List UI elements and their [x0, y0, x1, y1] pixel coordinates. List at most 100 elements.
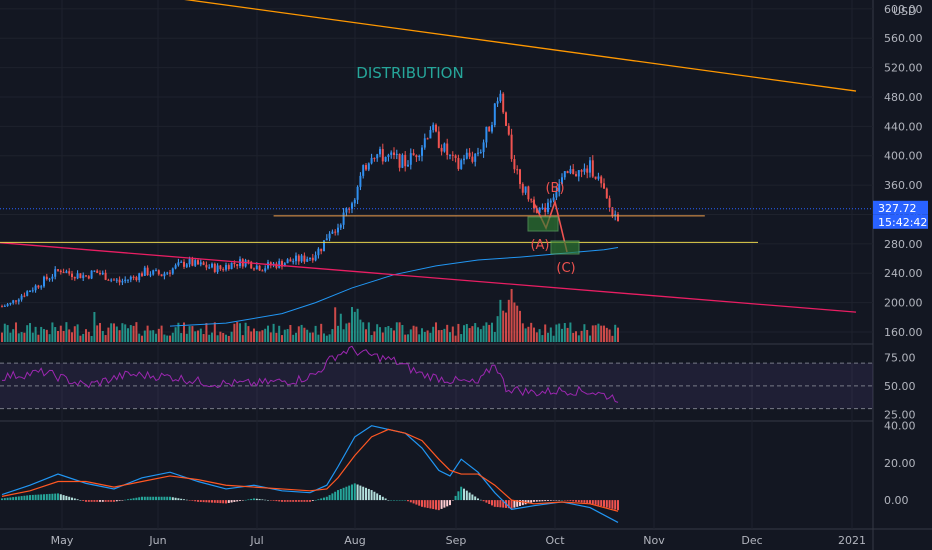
candle-body[interactable]	[230, 262, 233, 270]
candle-body[interactable]	[600, 176, 603, 184]
candle-body[interactable]	[395, 153, 398, 155]
candle-body[interactable]	[219, 265, 222, 270]
candle-body[interactable]	[572, 169, 575, 175]
candle-body[interactable]	[617, 214, 619, 221]
candles[interactable]	[1, 90, 619, 308]
candle-body[interactable]	[594, 176, 597, 179]
candle-body[interactable]	[468, 152, 471, 157]
candle-body[interactable]	[253, 268, 255, 270]
candle-body[interactable]	[437, 131, 440, 148]
candle-body[interactable]	[493, 103, 496, 126]
candle-body[interactable]	[451, 154, 454, 156]
candle-body[interactable]	[334, 231, 337, 233]
candle-body[interactable]	[12, 300, 15, 303]
candle-body[interactable]	[547, 202, 549, 212]
candle-body[interactable]	[90, 270, 93, 279]
candle-body[interactable]	[365, 165, 367, 170]
candle-body[interactable]	[43, 276, 45, 287]
candle-body[interactable]	[586, 168, 589, 173]
candle-body[interactable]	[463, 158, 465, 161]
candle-body[interactable]	[611, 207, 614, 217]
candle-body[interactable]	[183, 261, 185, 267]
candle-body[interactable]	[205, 264, 208, 268]
candle-body[interactable]	[443, 143, 446, 152]
target-box-a[interactable]	[527, 216, 559, 232]
candle-body[interactable]	[71, 273, 73, 278]
candle-body[interactable]	[407, 164, 409, 167]
candle-body[interactable]	[194, 260, 197, 266]
candle-body[interactable]	[488, 126, 491, 132]
candle-body[interactable]	[202, 262, 205, 265]
candle-body[interactable]	[82, 275, 85, 279]
candle-body[interactable]	[188, 259, 191, 265]
candle-body[interactable]	[107, 279, 110, 281]
candle-body[interactable]	[76, 273, 79, 279]
candle-body[interactable]	[110, 279, 113, 281]
candle-body[interactable]	[132, 276, 135, 278]
candle-body[interactable]	[541, 207, 544, 209]
candle-body[interactable]	[283, 263, 286, 267]
candle-body[interactable]	[185, 264, 188, 267]
candle-body[interactable]	[566, 171, 569, 174]
candle-body[interactable]	[289, 259, 292, 262]
candle-body[interactable]	[429, 130, 432, 139]
candle-body[interactable]	[432, 124, 435, 131]
candle-body[interactable]	[45, 276, 48, 280]
candle-body[interactable]	[325, 238, 328, 241]
candle-body[interactable]	[258, 265, 261, 271]
candle-body[interactable]	[79, 273, 82, 279]
candle-body[interactable]	[558, 184, 561, 192]
candle-body[interactable]	[460, 160, 463, 169]
candle-body[interactable]	[59, 270, 62, 273]
candle-body[interactable]	[174, 265, 177, 269]
candle-body[interactable]	[474, 153, 477, 162]
candle-body[interactable]	[387, 154, 390, 157]
candle-body[interactable]	[376, 154, 379, 159]
candle-body[interactable]	[180, 261, 183, 263]
candle-body[interactable]	[580, 170, 583, 172]
candle-body[interactable]	[519, 169, 521, 185]
candle-body[interactable]	[482, 142, 485, 153]
candle-body[interactable]	[233, 262, 236, 265]
candle-body[interactable]	[26, 291, 29, 296]
candle-body[interactable]	[415, 155, 418, 158]
candle-body[interactable]	[37, 285, 40, 288]
candle-body[interactable]	[577, 170, 580, 177]
candle-body[interactable]	[292, 261, 295, 263]
candle-body[interactable]	[295, 255, 297, 262]
candle-body[interactable]	[197, 260, 199, 265]
candle-body[interactable]	[286, 259, 289, 264]
candle-body[interactable]	[423, 138, 426, 148]
candle-body[interactable]	[401, 154, 404, 168]
candle-body[interactable]	[496, 101, 499, 104]
candle-body[interactable]	[9, 302, 12, 305]
candle-body[interactable]	[15, 300, 17, 302]
candle-body[interactable]	[589, 160, 591, 173]
candle-body[interactable]	[87, 276, 90, 279]
candle-body[interactable]	[141, 273, 143, 276]
candle-body[interactable]	[348, 208, 351, 210]
candle-body[interactable]	[591, 160, 594, 177]
candle-body[interactable]	[471, 156, 474, 162]
candle-body[interactable]	[367, 163, 370, 170]
candle-body[interactable]	[351, 203, 353, 209]
candle-body[interactable]	[440, 147, 443, 152]
candle-body[interactable]	[269, 262, 272, 266]
candle-body[interactable]	[211, 263, 213, 268]
candle-body[interactable]	[297, 255, 300, 262]
candle-body[interactable]	[191, 259, 194, 266]
candle-body[interactable]	[149, 274, 152, 276]
candle-body[interactable]	[552, 197, 555, 201]
candle-body[interactable]	[345, 208, 348, 213]
candle-body[interactable]	[309, 257, 311, 260]
candle-body[interactable]	[57, 269, 59, 271]
candle-body[interactable]	[516, 169, 519, 171]
candle-body[interactable]	[300, 255, 303, 262]
candle-body[interactable]	[48, 278, 51, 280]
candle-body[interactable]	[250, 261, 253, 269]
candle-body[interactable]	[530, 199, 533, 201]
candle-body[interactable]	[236, 264, 239, 267]
candle-body[interactable]	[129, 276, 132, 280]
candle-body[interactable]	[121, 281, 124, 283]
